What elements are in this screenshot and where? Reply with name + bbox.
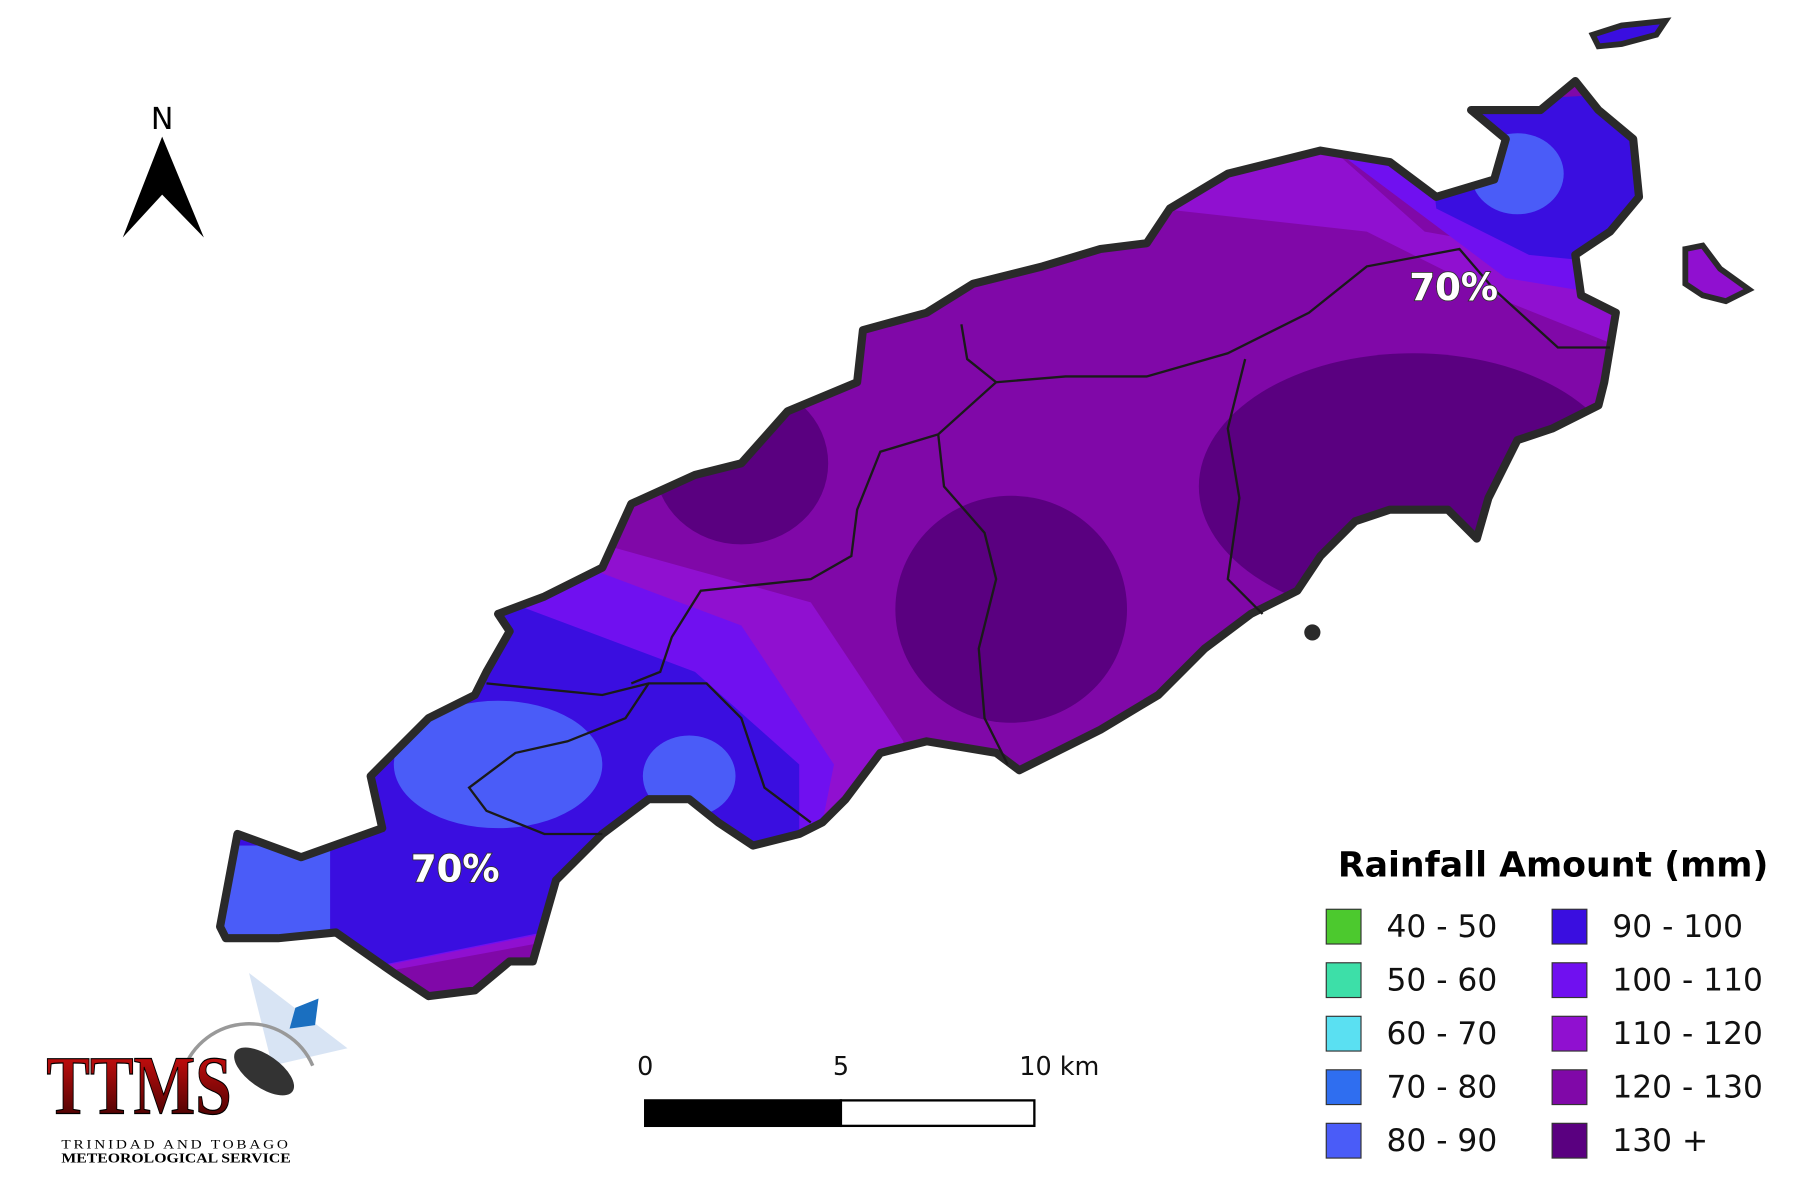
- legend-swatch: [1325, 1015, 1362, 1052]
- logo-line2: METEOROLOGICAL SERVICE: [61, 1152, 290, 1167]
- logo-arc: [181, 1022, 315, 1072]
- legend-swatch: [1551, 1069, 1588, 1106]
- legend-label: 120 - 130: [1612, 1069, 1763, 1105]
- logo-dish: [234, 1047, 295, 1096]
- legend-title: Rainfall Amount (mm): [1338, 845, 1769, 885]
- legend-swatch: [1551, 962, 1588, 999]
- legend-swatch: [1325, 908, 1362, 945]
- north-arrow: [122, 136, 204, 238]
- legend-label: 100 - 110: [1612, 962, 1763, 998]
- legend-label: 50 - 60: [1386, 962, 1497, 998]
- legend-label: 110 - 120: [1612, 1016, 1763, 1052]
- legend-swatch: [1551, 1122, 1588, 1159]
- legend-swatch: [1551, 1015, 1588, 1052]
- scale-label: 0: [637, 1052, 653, 1082]
- logo-line1: TRINIDAD AND TOBAGO: [61, 1137, 290, 1151]
- legend-label: 90 - 100: [1612, 909, 1743, 945]
- legend-label: 40 - 50: [1386, 909, 1497, 945]
- logo-island: [289, 998, 319, 1029]
- legend-swatch: [1325, 1069, 1362, 1106]
- logo: TTMS TRINIDAD AND TOBAGO METEOROLOGICAL …: [46, 972, 348, 1167]
- legend-swatch: [1325, 962, 1362, 999]
- islet: [1588, 17, 1672, 50]
- logo-acronym: TTMS: [46, 1041, 231, 1133]
- legend-label: 80 - 90: [1386, 1123, 1497, 1159]
- scale-bar-black: [644, 1099, 843, 1128]
- islet: [1304, 624, 1321, 641]
- scale-label: 5: [833, 1052, 849, 1082]
- legend-label: 60 - 70: [1386, 1016, 1497, 1052]
- district-boundaries: [467, 247, 1611, 836]
- scale-label: 10 km: [1019, 1052, 1099, 1082]
- legend: 40 - 50 50 - 60 60 - 70 70 - 80 80 - 90 90 - …: [1325, 908, 1763, 1159]
- legend-label: 70 - 80: [1386, 1069, 1497, 1105]
- scale-bar-white: [839, 1099, 1036, 1128]
- legend-label: 130 +: [1612, 1123, 1708, 1159]
- north-label: N: [151, 102, 174, 137]
- little-tobago: [1682, 242, 1755, 305]
- legend-swatch: [1551, 908, 1588, 945]
- map-label: 70%: [1409, 266, 1498, 309]
- legend-swatch: [1325, 1122, 1362, 1159]
- map-label: 70%: [411, 848, 500, 891]
